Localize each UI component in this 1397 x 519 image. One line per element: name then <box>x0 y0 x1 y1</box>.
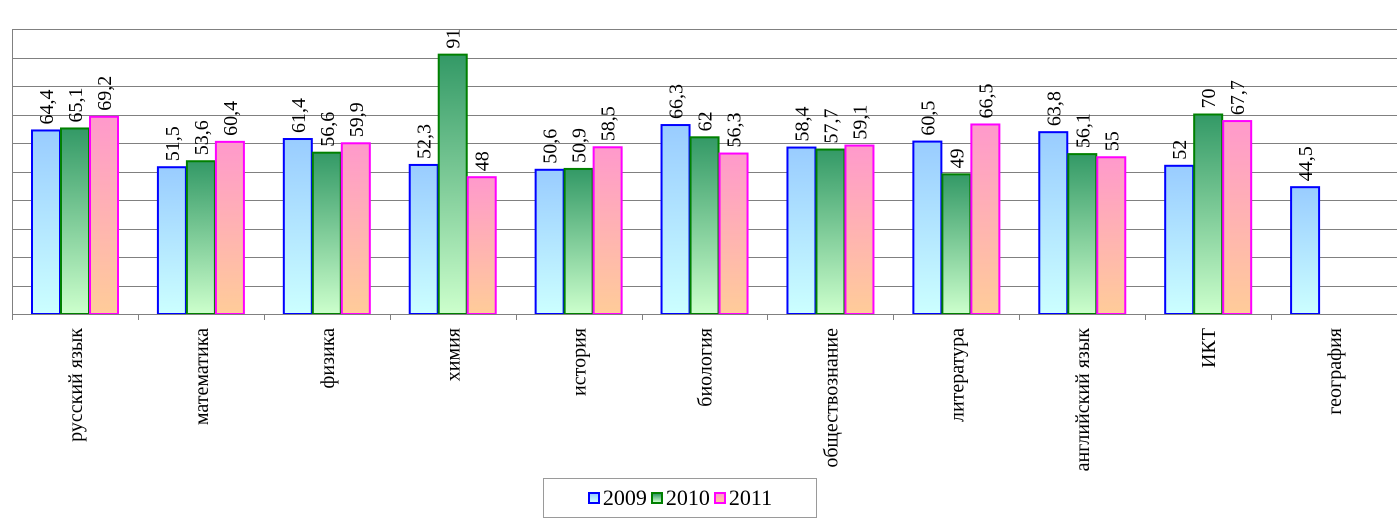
data-label-2009-4: 50,6 <box>540 129 562 164</box>
category-label-7: литература <box>946 328 968 422</box>
data-label-2009-2: 61,4 <box>288 98 310 133</box>
category-labels: русский язык математика физика химия история… <box>65 328 1346 472</box>
bar-2010-8 <box>1067 153 1098 315</box>
bar-2010-9 <box>1193 113 1224 315</box>
bar-2009-2 <box>282 138 313 315</box>
legend-swatch-2009 <box>587 492 600 504</box>
data-label-2010-5: 62 <box>695 111 717 131</box>
bar-2010-5 <box>689 136 720 315</box>
category-label-9: ИКТ <box>1198 328 1220 368</box>
legend-swatch-2011 <box>713 492 726 504</box>
bar-2011-7 <box>970 123 1001 315</box>
bar-2009-3 <box>408 163 439 315</box>
data-label-2009-7: 60,5 <box>917 101 939 136</box>
bar-2009-8 <box>1038 131 1069 315</box>
data-label-2009-8: 63,8 <box>1043 91 1065 126</box>
bar-2010-2 <box>311 151 342 315</box>
data-label-2011-4: 58,5 <box>598 106 620 141</box>
data-label-2010-9: 70 <box>1198 89 1220 109</box>
bar-2011-0 <box>89 115 119 315</box>
bar-2009-4 <box>534 168 565 315</box>
category-label-8: английский язык <box>1072 328 1094 472</box>
legend-item-2010: 2010 <box>650 485 710 511</box>
data-label-2009-0: 64,4 <box>36 89 58 124</box>
data-label-2011-6: 59,1 <box>849 105 871 140</box>
data-label-2009-9: 52 <box>1169 140 1191 160</box>
category-label-6: обществознание <box>820 328 842 468</box>
category-label-3: химия <box>443 328 465 381</box>
bar-2010-4 <box>563 167 594 315</box>
bar-2011-8 <box>1096 156 1127 315</box>
category-label-4: история <box>569 328 591 396</box>
category-label-10: география <box>1324 328 1346 415</box>
bar-2011-4 <box>592 146 623 315</box>
bar-2009-1 <box>156 166 187 315</box>
data-label-2011-2: 59,9 <box>346 102 368 137</box>
data-label-2010-2: 56,6 <box>317 112 339 147</box>
data-label-2010-0: 65,1 <box>65 87 87 122</box>
data-label-2010-1: 53,6 <box>191 120 213 155</box>
bar-2009-9 <box>1164 164 1195 315</box>
data-label-2011-3: 48 <box>472 151 494 171</box>
data-label-2010-6: 57,7 <box>820 109 842 144</box>
data-label-2010-7: 49 <box>946 148 968 168</box>
data-label-2011-1: 60,4 <box>220 101 242 136</box>
bar-2009-5 <box>660 124 691 315</box>
data-label-2011-9: 67,7 <box>1227 80 1249 115</box>
x-axis <box>12 314 1397 320</box>
bar-2009-10 <box>1290 186 1321 315</box>
data-label-2010-8: 56,1 <box>1072 113 1094 148</box>
data-label-2011-8: 55 <box>1101 131 1123 151</box>
category-label-1: математика <box>191 328 213 425</box>
data-label-2009-3: 52,3 <box>414 124 436 159</box>
legend-item-2011: 2011 <box>713 485 773 511</box>
bar-2009-0 <box>31 129 61 315</box>
data-label-2011-5: 56,3 <box>724 113 746 148</box>
data-label-2009-10: 44,5 <box>1295 146 1317 181</box>
bars <box>31 53 1321 316</box>
category-label-0: русский язык <box>65 328 87 442</box>
bar-2011-1 <box>214 140 245 315</box>
data-label-2010-4: 50,9 <box>569 128 591 163</box>
legend-label-2011: 2011 <box>728 485 773 510</box>
bar-2010-6 <box>815 148 846 315</box>
data-label-2009-1: 51,5 <box>162 126 184 161</box>
data-label-2009-6: 58,4 <box>791 107 813 142</box>
bar-2010-0 <box>60 127 90 315</box>
bar-2011-3 <box>466 176 497 315</box>
bar-2009-7 <box>912 140 943 315</box>
data-label-2009-5: 66,3 <box>666 84 688 119</box>
bar-2010-3 <box>437 53 468 316</box>
data-label-2010-3: 91 <box>443 29 465 49</box>
bar-2010-1 <box>185 160 216 315</box>
legend-item-2009: 2009 <box>587 485 647 511</box>
data-label-2011-0: 69,2 <box>94 76 116 111</box>
bar-2011-6 <box>844 144 875 315</box>
bar-2009-6 <box>786 146 817 315</box>
bar-2011-9 <box>1222 120 1253 316</box>
data-labels: 64,4 65,1 69,2 51,5 53,6 60,4 61,4 56,6 59,9 52,3… <box>36 29 1317 182</box>
category-label-5: биология <box>695 328 717 407</box>
data-label-2011-7: 66,5 <box>975 83 997 118</box>
legend-label-2010: 2010 <box>665 485 710 510</box>
bar-2010-7 <box>941 173 972 315</box>
legend-label-2009: 2009 <box>602 485 647 510</box>
category-label-2: физика <box>317 328 339 389</box>
legend: 2009 2010 2011 <box>543 478 817 518</box>
bar-2011-2 <box>340 142 371 315</box>
bar-2011-5 <box>718 152 749 315</box>
legend-swatch-2010 <box>650 492 663 504</box>
